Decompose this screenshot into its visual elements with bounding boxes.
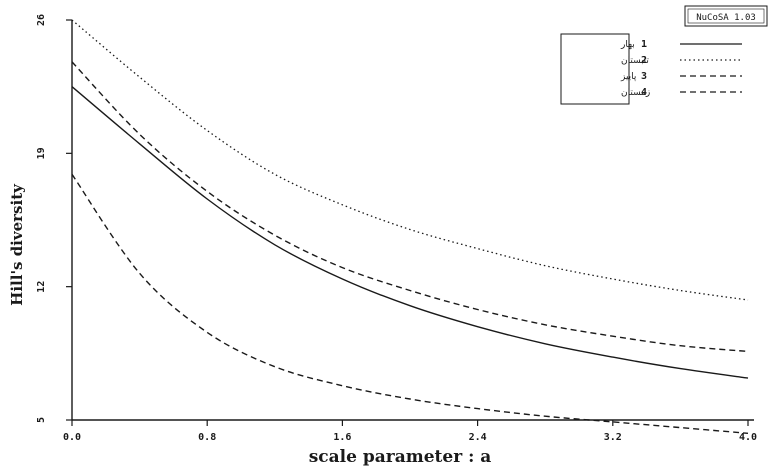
legend-name-4: زمستان	[621, 88, 650, 98]
x-tick-label: 0.0	[63, 432, 81, 443]
axes	[71, 20, 754, 421]
y-tick-label: 19	[36, 147, 47, 159]
x-tick-label: 3.2	[604, 432, 622, 443]
legend-number-4: 4	[641, 87, 647, 98]
x-axis-title: scale parameter : a	[309, 447, 492, 467]
version-badge-inner-box	[687, 8, 765, 24]
x-tick-label: 0.8	[198, 432, 216, 443]
y-axis-title: Hill's diversity	[8, 183, 26, 306]
version-badge-text: NuCoSA 1.03	[696, 13, 756, 23]
x-tick-label: 1.6	[333, 432, 351, 443]
series-layer	[71, 19, 749, 434]
y-tick-label: 12	[36, 281, 47, 293]
y-tick-label: 5	[36, 417, 47, 423]
series-4-line	[71, 173, 749, 434]
x-tick-label: 4.0	[739, 432, 757, 443]
version-badge: NuCoSA 1.03	[684, 5, 768, 27]
legend-name-2: تابستان	[621, 56, 649, 66]
series-1-line	[71, 86, 749, 379]
legend-number-2: 2	[641, 55, 647, 66]
legend-name-1: بهار	[620, 40, 635, 50]
legend-names-box	[560, 33, 630, 105]
series-3-line	[71, 61, 749, 353]
y-tick-label: 26	[36, 14, 47, 26]
legend-name-3: پاییز	[620, 72, 637, 82]
legend-number-1: 1	[641, 39, 647, 50]
x-tick-label: 2.4	[469, 432, 487, 443]
legend-number-3: 3	[641, 71, 647, 82]
version-badge-box	[684, 5, 768, 27]
series-2-line	[71, 19, 749, 301]
